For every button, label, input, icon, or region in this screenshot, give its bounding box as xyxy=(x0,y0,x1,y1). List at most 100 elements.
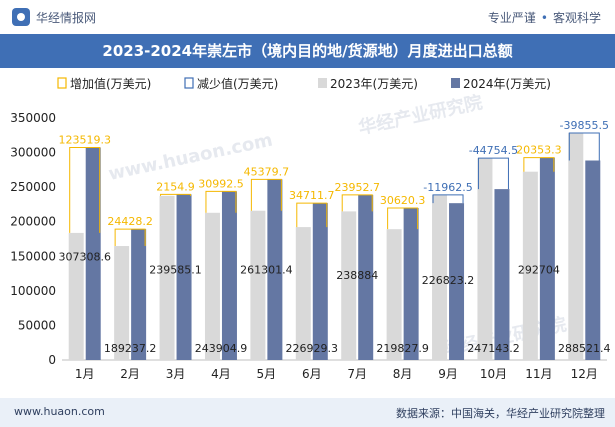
difference-label: 123519.3 xyxy=(58,134,111,147)
value-label-2024: 189237.2 xyxy=(104,342,157,355)
difference-label: 23952.7 xyxy=(334,181,380,194)
bar-2023 xyxy=(432,194,448,360)
increase-bracket xyxy=(250,178,282,211)
increase-bracket xyxy=(523,157,555,172)
difference-label: -39855.5 xyxy=(560,119,609,132)
increase-bracket xyxy=(296,202,328,228)
difference-label: 30992.5 xyxy=(198,177,244,190)
bar-2023 xyxy=(477,158,493,360)
x-tick-label: 6月 xyxy=(302,367,322,381)
legend-label-1: 增加值(万美元) xyxy=(70,76,151,91)
bar-2023 xyxy=(204,212,220,360)
bar-2024 xyxy=(494,189,510,360)
difference-label: -11962.5 xyxy=(423,181,472,194)
bar-2023 xyxy=(250,210,266,360)
legend-label-4: 2024年(万美元) xyxy=(463,77,551,91)
x-tick-label: 4月 xyxy=(211,367,231,381)
value-label-2024: 238884 xyxy=(336,269,378,282)
bar-2024 xyxy=(312,203,328,360)
value-label-2024: 239585.1 xyxy=(149,264,202,277)
bar-2024 xyxy=(176,194,192,360)
value-label-2024: 292704 xyxy=(518,264,560,277)
y-tick-label: 300000 xyxy=(10,146,56,160)
y-tick-label: 250000 xyxy=(10,180,56,194)
x-tick-label: 11月 xyxy=(525,367,552,381)
legend-swatch-2 xyxy=(184,77,194,89)
x-tick-label: 10月 xyxy=(480,367,507,381)
legend-label-3: 2023年(万美元) xyxy=(330,77,418,91)
bar-2023 xyxy=(568,132,584,360)
bullet-icon: • xyxy=(540,11,548,25)
increase-bracket xyxy=(341,194,373,212)
y-tick-label: 350000 xyxy=(10,111,56,125)
bar-2023 xyxy=(341,211,357,360)
bar-2023 xyxy=(114,246,130,360)
legend-swatch-4 xyxy=(451,78,460,88)
slogan: 专业严谨 • 客观科学 xyxy=(488,9,601,26)
footer-bar: www.huaon.com 数据来源：中国海关，华经产业研究院整理 xyxy=(0,398,615,427)
legend-label-2: 减少值(万美元) xyxy=(197,76,278,91)
difference-label: 20353.3 xyxy=(516,144,562,157)
chart-title: 2023-2024年崇左市（境内目的地/货源地）月度进出口总额 xyxy=(102,42,513,60)
bar-2023 xyxy=(522,171,538,360)
difference-label: 34711.7 xyxy=(289,189,335,202)
x-tick-label: 2月 xyxy=(120,367,140,381)
brand-logo-icon xyxy=(12,8,30,26)
x-tick-label: 8月 xyxy=(393,367,413,381)
bar-2024 xyxy=(403,208,419,360)
difference-label: 2154.9 xyxy=(156,180,195,193)
increase-bracket xyxy=(69,147,101,233)
bar-2023 xyxy=(68,232,84,360)
y-tick-label: 100000 xyxy=(10,284,56,298)
footer-site: www.huaon.com xyxy=(14,405,105,418)
chart: 华经产业研究院www.huaon.com华经产业研究院增加值(万美元)减少值(万… xyxy=(10,76,611,381)
value-label-2024: 307308.6 xyxy=(58,250,111,263)
legend-swatch-3 xyxy=(318,78,327,88)
y-tick-label: 0 xyxy=(48,353,56,367)
bar-2024 xyxy=(539,157,555,360)
bar-2024 xyxy=(267,179,283,360)
value-label-2024: 247143.2 xyxy=(467,342,520,355)
value-label-2024: 288521.4 xyxy=(558,342,611,355)
decrease-bracket xyxy=(568,132,600,161)
x-tick-label: 12月 xyxy=(571,367,598,381)
bar-2024 xyxy=(449,203,465,360)
increase-bracket xyxy=(160,193,192,196)
decrease-bracket xyxy=(477,157,509,190)
slogan-2: 客观科学 xyxy=(552,11,601,25)
bar-2023 xyxy=(159,195,175,360)
bar-2024 xyxy=(221,191,237,360)
increase-bracket xyxy=(205,190,237,213)
increase-bracket xyxy=(114,228,146,247)
value-label-2024: 261301.4 xyxy=(240,264,293,277)
value-label-2024: 226929.3 xyxy=(286,342,339,355)
bar-2024 xyxy=(358,194,374,360)
difference-label: 30620.3 xyxy=(380,194,426,207)
data-source: 数据来源：中国海关，华经产业研究院整理 xyxy=(396,407,605,420)
title-bar: 2023-2024年崇左市（境内目的地/货源地）月度进出口总额 xyxy=(0,34,615,68)
value-label-2024: 243904.9 xyxy=(195,342,248,355)
y-tick-label: 50000 xyxy=(18,318,56,332)
bar-2023 xyxy=(386,229,402,360)
x-tick-label: 7月 xyxy=(347,367,367,381)
bar-2024 xyxy=(585,160,601,360)
slogan-1: 专业严谨 xyxy=(487,11,536,25)
y-tick-label: 200000 xyxy=(10,215,56,229)
x-tick-label: 5月 xyxy=(257,367,277,381)
difference-label: -44754.5 xyxy=(469,144,518,157)
decrease-bracket xyxy=(432,194,464,204)
top-bar: 华经情报网 专业严谨 • 客观科学 xyxy=(0,0,615,35)
x-tick-label: 1月 xyxy=(75,367,95,381)
x-tick-label: 3月 xyxy=(166,367,186,381)
value-label-2024: 219827.9 xyxy=(376,342,429,355)
bar-2024 xyxy=(131,229,147,360)
bar-2023 xyxy=(295,227,311,360)
legend-swatch-1 xyxy=(57,77,67,89)
difference-label: 24428.2 xyxy=(107,215,153,228)
y-tick-label: 150000 xyxy=(10,249,56,263)
x-tick-label: 9月 xyxy=(438,367,458,381)
brand-name: 华经情报网 xyxy=(36,11,97,25)
watermark-text: 华经产业研究院 xyxy=(356,91,484,139)
bar-2024 xyxy=(85,147,101,360)
